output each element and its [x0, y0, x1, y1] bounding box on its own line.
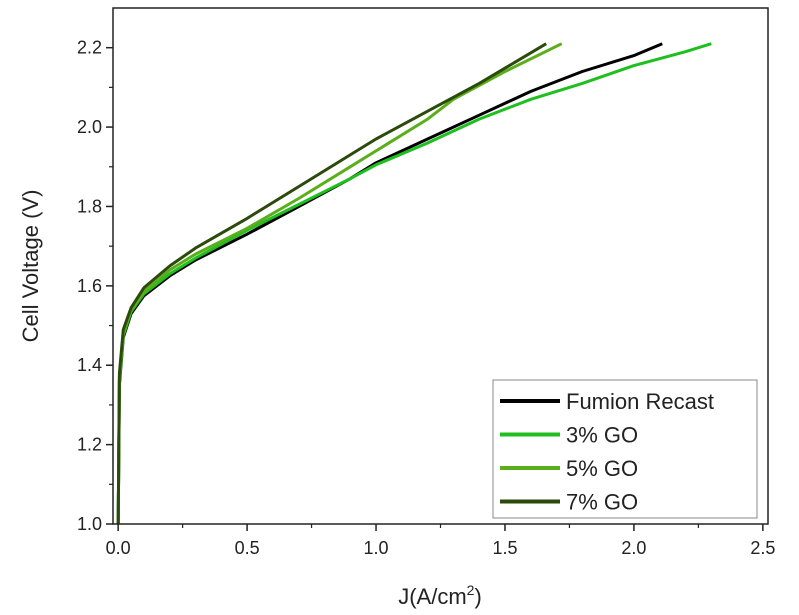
axes: 0.0 0.5 1.0 1.5 2.0 2.5 1.0 1.2 1.4 1.6 1.8 2.0 2.2: [77, 38, 775, 558]
plot-lines: [116, 42, 712, 525]
legend-label: 3% GO: [566, 423, 638, 448]
legend-label: 5% GO: [566, 456, 638, 481]
x-tick-label: 1.0: [364, 538, 389, 558]
y-tick-label: 2.2: [77, 38, 102, 58]
y-tick-label: 1.2: [77, 435, 102, 455]
legend-label: Fumion Recast: [566, 389, 714, 414]
y-tick-label: 2.0: [77, 117, 102, 137]
x-tick-label: 0.5: [235, 538, 260, 558]
y-axis-label: Cell Voltage (V): [18, 190, 43, 343]
y-tick-label: 1.4: [77, 355, 102, 375]
x-tick-label: 0.0: [106, 538, 131, 558]
x-tick-label: 2.5: [750, 538, 775, 558]
y-tick-label: 1.8: [77, 196, 102, 216]
legend-label: 7% GO: [566, 490, 638, 515]
series-line-3: [116, 42, 547, 525]
x-tick-label: 2.0: [621, 538, 646, 558]
x-axis-label: J(A/cm2): [398, 582, 482, 609]
x-tick-label: 1.5: [492, 538, 517, 558]
y-tick-label: 1.6: [77, 276, 102, 296]
legend: Fumion Recast 3% GO 5% GO 7% GO: [492, 379, 758, 519]
y-tick-label: 1.0: [77, 514, 102, 534]
